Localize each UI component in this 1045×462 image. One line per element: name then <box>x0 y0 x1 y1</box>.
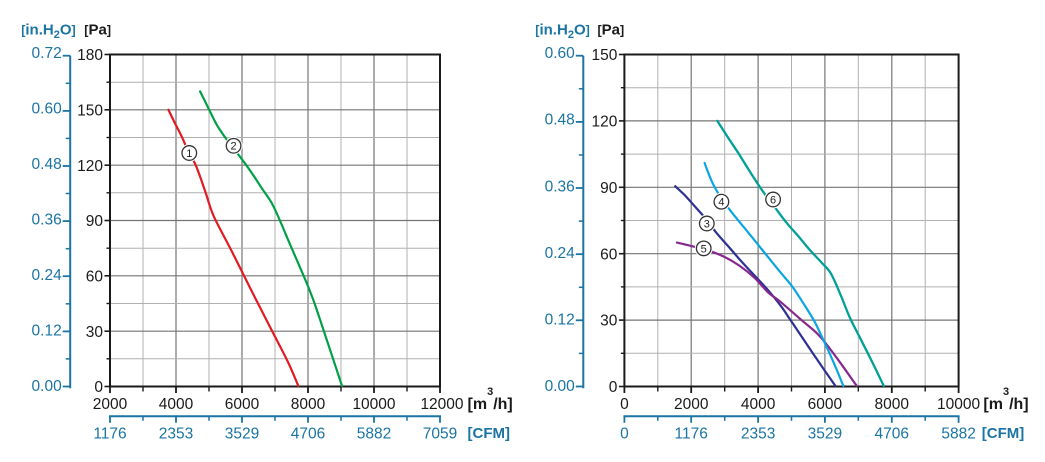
svg-text:0.24: 0.24 <box>32 267 63 284</box>
svg-text:0.48: 0.48 <box>545 112 575 129</box>
svg-text:0.36: 0.36 <box>545 178 575 195</box>
svg-text:2353: 2353 <box>741 426 775 443</box>
svg-text:5882: 5882 <box>357 426 391 443</box>
svg-text:0.24: 0.24 <box>545 245 576 262</box>
svg-text:150: 150 <box>592 47 618 64</box>
svg-text:1176: 1176 <box>675 426 708 443</box>
svg-text:0.12: 0.12 <box>32 323 62 340</box>
svg-text:4: 4 <box>718 197 724 209</box>
svg-text:[in.H2O]: [in.H2O] <box>535 21 589 41</box>
svg-text:3: 3 <box>704 218 710 230</box>
svg-text:7059: 7059 <box>423 426 457 443</box>
svg-text:3529: 3529 <box>225 426 259 443</box>
svg-text:5: 5 <box>701 243 707 255</box>
svg-text:1: 1 <box>186 148 192 160</box>
svg-text:60: 60 <box>86 268 104 285</box>
svg-text:6000: 6000 <box>808 396 843 413</box>
svg-text:180: 180 <box>77 47 103 64</box>
svg-text:8000: 8000 <box>875 396 910 413</box>
svg-text:4706: 4706 <box>875 426 909 443</box>
svg-text:150: 150 <box>77 102 103 119</box>
svg-text:5882: 5882 <box>941 426 975 443</box>
svg-text:90: 90 <box>86 213 104 230</box>
svg-text:6000: 6000 <box>225 396 260 413</box>
svg-text:0: 0 <box>620 396 629 413</box>
svg-text:2000: 2000 <box>674 396 709 413</box>
svg-text:1176: 1176 <box>93 426 126 443</box>
svg-text:6: 6 <box>770 194 776 206</box>
svg-text:120: 120 <box>77 158 103 175</box>
svg-text:[CFM]: [CFM] <box>468 425 510 442</box>
svg-text:0.72: 0.72 <box>32 45 62 62</box>
svg-text:2353: 2353 <box>159 426 193 443</box>
svg-text:0.48: 0.48 <box>32 156 62 173</box>
svg-text:30: 30 <box>86 324 104 341</box>
svg-text:0.36: 0.36 <box>32 212 62 229</box>
svg-text:60: 60 <box>600 246 618 263</box>
svg-text:[Pa]: [Pa] <box>84 21 111 38</box>
svg-text:2000: 2000 <box>93 396 128 413</box>
svg-text:30: 30 <box>600 313 618 330</box>
svg-text:0: 0 <box>609 379 618 396</box>
svg-text:0: 0 <box>94 379 103 396</box>
svg-text:0.60: 0.60 <box>32 101 63 118</box>
svg-text:10000: 10000 <box>352 396 395 413</box>
svg-text:4000: 4000 <box>159 396 194 413</box>
svg-text:4000: 4000 <box>741 396 776 413</box>
svg-text:0.00: 0.00 <box>545 378 576 395</box>
svg-text:2: 2 <box>231 141 237 153</box>
svg-text:12000: 12000 <box>420 396 463 413</box>
svg-text:[in.H2O]: [in.H2O] <box>21 21 75 41</box>
svg-text:10000: 10000 <box>937 396 980 413</box>
svg-text:0.00: 0.00 <box>32 378 63 395</box>
svg-text:90: 90 <box>600 180 618 197</box>
svg-text:[Pa]: [Pa] <box>598 21 625 38</box>
svg-text:8000: 8000 <box>291 396 326 413</box>
svg-text:120: 120 <box>592 114 618 131</box>
svg-text:0: 0 <box>620 426 629 443</box>
svg-text:4706: 4706 <box>291 426 325 443</box>
svg-text:0.60: 0.60 <box>545 45 576 62</box>
svg-text:[CFM]: [CFM] <box>982 425 1024 442</box>
svg-text:3529: 3529 <box>808 426 842 443</box>
svg-text:0.12: 0.12 <box>545 312 575 329</box>
